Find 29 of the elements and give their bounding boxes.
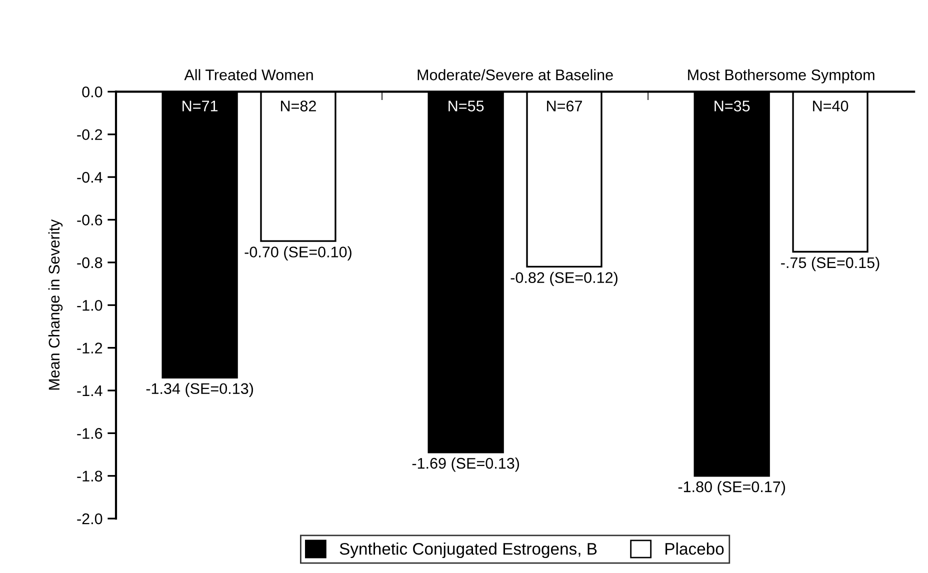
y-axis-title: Mean Change in Severity <box>48 219 63 390</box>
annotation: N=67 <box>547 100 582 112</box>
y-tick-label: -0.6 <box>77 214 102 226</box>
y-tick-label: -1.0 <box>77 300 102 311</box>
x-tick-label: Most Bothersome Symptom <box>688 69 874 84</box>
y-tick-label: -2.0 <box>77 513 102 524</box>
data-label: -1.69 (SE=0.13) <box>412 458 520 472</box>
y-tick-label: 0.0 <box>82 86 102 98</box>
y-tick-label: -1.2 <box>77 342 102 354</box>
y-tick-label: -1.4 <box>77 386 102 396</box>
x-tick-label: Moderate/Severe at Baseline <box>418 69 613 80</box>
data-label: -0.70 (SE=0.10) <box>244 246 352 260</box>
data-label: -.75 (SE=0.15) <box>781 256 880 272</box>
legend-label: Synthetic Conjugated Estrogens, B <box>340 542 597 558</box>
y-tick-label: -0.4 <box>77 172 102 183</box>
y-tick-label: -1.8 <box>77 470 102 482</box>
annotation: N=71 <box>182 100 218 112</box>
data-label: -1.34 (SE=0.13) <box>146 382 253 398</box>
y-tick-label: -0.2 <box>77 129 102 140</box>
annotation: N=35 <box>714 100 750 112</box>
x-tick-label: All Treated Women <box>184 69 313 80</box>
annotation: N=82 <box>281 100 316 112</box>
legend-label: Placebo <box>666 542 724 555</box>
annotation: N=55 <box>448 100 484 112</box>
data-label: -0.82 (SE=0.12) <box>510 272 618 286</box>
data-label: -1.80 (SE=0.17) <box>678 481 786 496</box>
y-tick-label: -0.8 <box>77 257 102 268</box>
y-tick-label: -1.6 <box>77 428 102 439</box>
annotation: N=40 <box>813 100 848 112</box>
